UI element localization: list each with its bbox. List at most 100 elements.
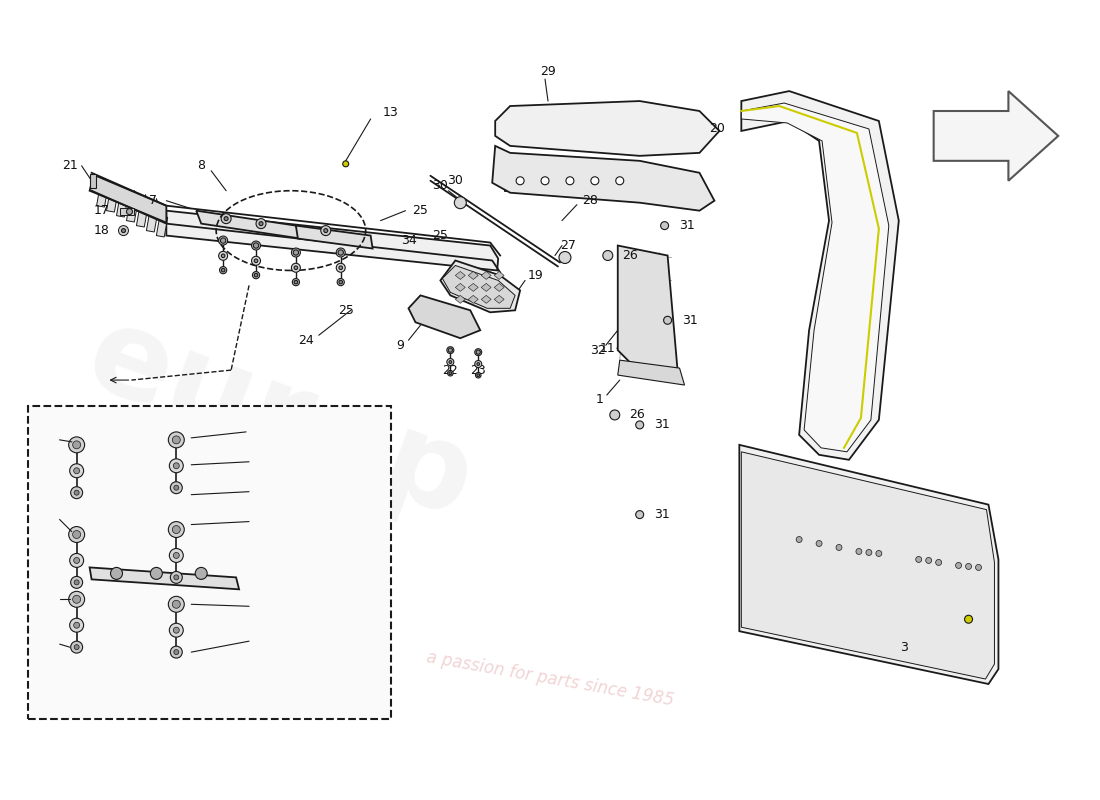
Text: 32: 32	[590, 344, 606, 357]
Circle shape	[541, 177, 549, 185]
Polygon shape	[469, 283, 478, 291]
Text: 16: 16	[258, 633, 274, 646]
Polygon shape	[741, 452, 994, 679]
Polygon shape	[440, 261, 520, 312]
Text: 18: 18	[94, 224, 110, 237]
Polygon shape	[481, 283, 492, 291]
Text: europ: europ	[73, 296, 490, 543]
Circle shape	[168, 432, 185, 448]
Text: 25: 25	[432, 229, 449, 242]
Circle shape	[74, 490, 79, 495]
Circle shape	[169, 549, 184, 562]
Text: 23: 23	[471, 364, 486, 377]
Text: 19: 19	[527, 269, 543, 282]
Polygon shape	[455, 271, 465, 279]
Text: 15: 15	[258, 598, 274, 610]
Circle shape	[224, 217, 228, 221]
Circle shape	[926, 558, 932, 563]
Circle shape	[876, 550, 882, 557]
Circle shape	[936, 559, 942, 566]
Circle shape	[68, 526, 85, 542]
Circle shape	[70, 641, 82, 653]
Text: 15: 15	[44, 591, 59, 604]
Polygon shape	[296, 226, 373, 249]
Bar	[156, 216, 167, 237]
Circle shape	[449, 348, 452, 352]
Circle shape	[915, 557, 922, 562]
Text: 31: 31	[679, 219, 694, 232]
Circle shape	[151, 567, 163, 579]
Circle shape	[174, 627, 179, 633]
Circle shape	[337, 248, 345, 257]
Circle shape	[221, 254, 224, 258]
Text: 16: 16	[44, 638, 59, 650]
Bar	[146, 211, 157, 232]
Circle shape	[448, 370, 453, 376]
Circle shape	[866, 550, 872, 555]
Circle shape	[292, 263, 300, 272]
Circle shape	[447, 346, 454, 354]
Polygon shape	[494, 271, 504, 279]
Circle shape	[816, 541, 822, 546]
Text: 25: 25	[338, 304, 353, 317]
Polygon shape	[618, 246, 678, 370]
Circle shape	[616, 177, 624, 185]
FancyBboxPatch shape	[28, 406, 390, 719]
Bar	[89, 174, 96, 188]
Text: 31: 31	[653, 418, 670, 431]
Text: 29: 29	[540, 65, 556, 78]
Bar	[136, 206, 147, 227]
Text: 27: 27	[560, 239, 576, 252]
Circle shape	[337, 278, 344, 286]
Text: 6: 6	[262, 515, 270, 528]
Circle shape	[339, 266, 342, 270]
Circle shape	[661, 222, 669, 230]
Circle shape	[636, 421, 644, 429]
Circle shape	[591, 177, 598, 185]
Circle shape	[609, 410, 619, 420]
Circle shape	[69, 464, 84, 478]
Polygon shape	[408, 295, 481, 338]
Circle shape	[339, 280, 342, 284]
Circle shape	[168, 522, 185, 538]
Polygon shape	[481, 295, 492, 303]
Circle shape	[119, 226, 129, 235]
Polygon shape	[442, 266, 515, 308]
Text: 30: 30	[432, 179, 449, 192]
Text: 8: 8	[257, 426, 265, 438]
Circle shape	[663, 316, 672, 324]
Polygon shape	[469, 271, 478, 279]
Polygon shape	[618, 360, 684, 385]
Text: 22: 22	[442, 364, 459, 377]
Text: 9: 9	[397, 338, 405, 352]
Text: 28: 28	[582, 194, 597, 207]
Circle shape	[74, 622, 79, 628]
Circle shape	[252, 271, 260, 278]
Text: 17: 17	[94, 204, 110, 217]
Polygon shape	[166, 210, 498, 270]
Circle shape	[321, 226, 331, 235]
Polygon shape	[741, 103, 889, 452]
Circle shape	[565, 177, 574, 185]
Polygon shape	[89, 174, 166, 222]
Text: 31: 31	[682, 314, 697, 326]
Circle shape	[294, 250, 298, 255]
Polygon shape	[492, 146, 714, 210]
Circle shape	[69, 554, 84, 567]
Circle shape	[254, 274, 257, 277]
Circle shape	[603, 250, 613, 261]
Circle shape	[323, 229, 328, 233]
Circle shape	[343, 161, 349, 167]
Polygon shape	[739, 445, 999, 684]
Text: 11: 11	[600, 342, 616, 354]
Bar	[120, 208, 134, 214]
Circle shape	[173, 600, 180, 608]
Text: 31: 31	[653, 508, 670, 521]
Circle shape	[856, 549, 862, 554]
Circle shape	[173, 436, 180, 444]
Circle shape	[69, 618, 84, 632]
Text: 8: 8	[197, 159, 206, 172]
Text: 25: 25	[412, 204, 428, 217]
Circle shape	[477, 374, 480, 377]
Circle shape	[477, 362, 480, 366]
